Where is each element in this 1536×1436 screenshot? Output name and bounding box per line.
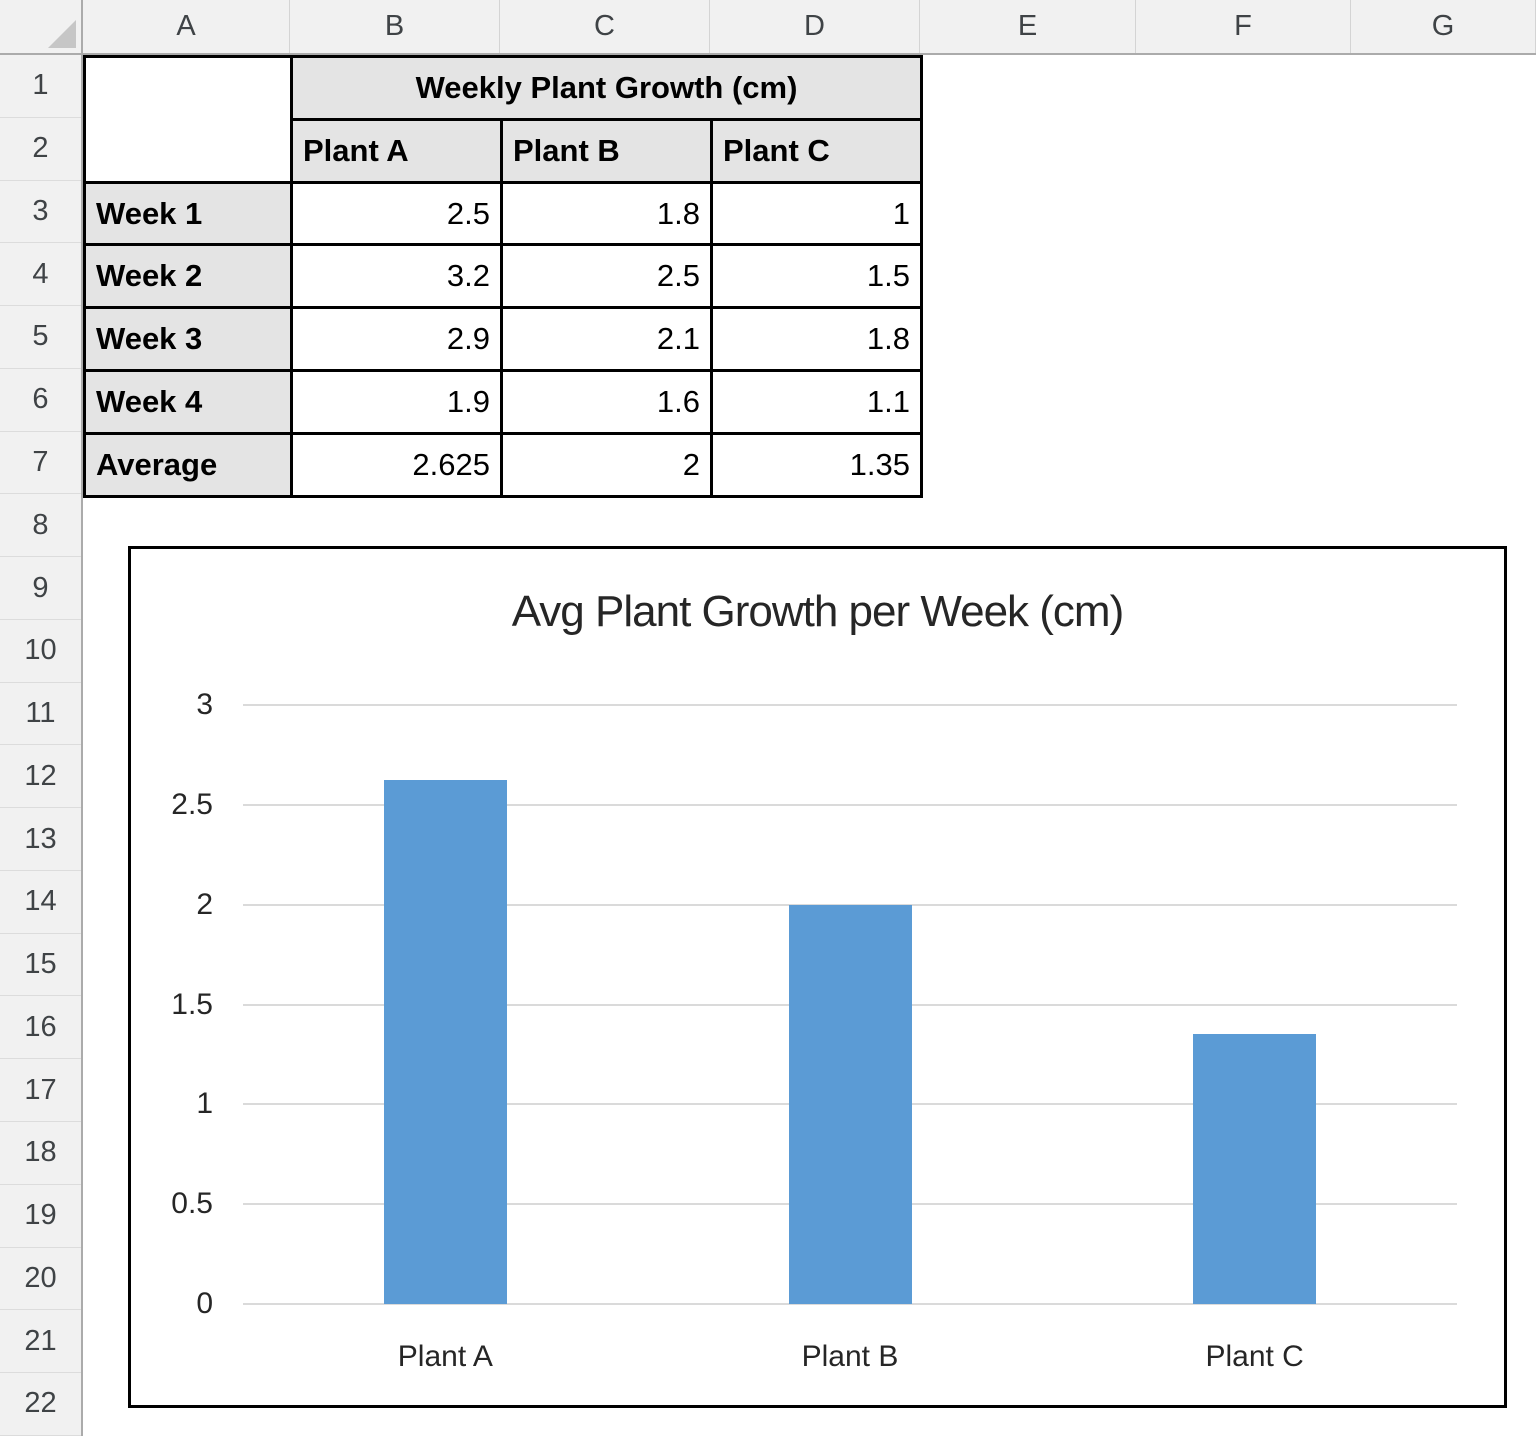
value-cell[interactable]: 2.5 [293, 184, 503, 246]
bar-chart[interactable]: Avg Plant Growth per Week (cm) 0 0.5 1 1.5 2… [128, 546, 1507, 1408]
y-axis-tick-label: 0 [196, 1287, 213, 1320]
value-cell[interactable]: 1.6 [503, 372, 713, 435]
row-header-20[interactable]: 20 [0, 1248, 81, 1311]
row-header-9[interactable]: 9 [0, 557, 81, 620]
column-header-B[interactable]: B [290, 0, 500, 53]
row-header-18[interactable]: 18 [0, 1122, 81, 1185]
value-cell[interactable]: 1.5 [713, 246, 923, 309]
column-header-E[interactable]: E [920, 0, 1136, 53]
row-header-1[interactable]: 1 [0, 55, 81, 118]
chart-gridline [243, 1303, 1457, 1305]
value-cell[interactable]: 1.9 [293, 372, 503, 435]
empty-corner-cell[interactable] [86, 58, 293, 184]
row-label-cell[interactable]: Week 3 [86, 309, 293, 372]
row-header-5[interactable]: 5 [0, 306, 81, 369]
x-axis-category-label: Plant B [801, 1340, 899, 1373]
row-header-16[interactable]: 16 [0, 996, 81, 1060]
row-header-12[interactable]: 12 [0, 745, 81, 809]
chart-title[interactable]: Avg Plant Growth per Week (cm) [511, 587, 1124, 636]
chart-gridline [243, 704, 1457, 706]
row-header-3[interactable]: 3 [0, 181, 81, 244]
chart-bar-plant-c[interactable] [1193, 1034, 1317, 1304]
value-cell[interactable]: 2.9 [293, 309, 503, 372]
row-header-6[interactable]: 6 [0, 369, 81, 432]
row-header-13[interactable]: 13 [0, 808, 81, 871]
row-label-cell[interactable]: Week 1 [86, 184, 293, 246]
x-axis-category-label: Plant A [397, 1340, 493, 1373]
x-axis-category-label: Plant C [1205, 1340, 1304, 1373]
row-header-22[interactable]: 22 [0, 1373, 81, 1436]
value-cell[interactable]: 2.625 [293, 435, 503, 498]
row-header-19[interactable]: 19 [0, 1185, 81, 1248]
value-cell[interactable]: 1.35 [713, 435, 923, 498]
column-header-C[interactable]: C [500, 0, 710, 53]
select-all-corner[interactable] [0, 0, 83, 55]
column-header-D[interactable]: D [710, 0, 920, 53]
y-axis-tick-label: 2.5 [171, 787, 213, 821]
row-header-7[interactable]: 7 [0, 432, 81, 495]
y-axis-tick-label: 2 [196, 887, 213, 921]
y-axis-tick-label: 0.5 [171, 1187, 213, 1221]
weekly-growth-table: Weekly Plant Growth (cm) Plant A Plant B… [83, 55, 923, 498]
y-axis-tick-label: 1 [196, 1087, 213, 1121]
value-cell[interactable]: 1 [713, 184, 923, 246]
row-header-4[interactable]: 4 [0, 243, 81, 307]
chart-bar-plant-a[interactable] [383, 779, 507, 1304]
chart-gridline [243, 803, 1457, 806]
row-header-15[interactable]: 15 [0, 934, 81, 997]
row-label-cell[interactable]: Week 4 [86, 372, 293, 435]
row-header-17[interactable]: 17 [0, 1059, 81, 1123]
row-label-cell[interactable]: Week 2 [86, 246, 293, 309]
select-all-triangle-icon [48, 20, 76, 48]
row-header-gutter: 1 2 3 4 5 6 7 8 9 10 11 12 13 14 15 16 17 18 19 20 21 22 [0, 55, 83, 1436]
row-header-21[interactable]: 21 [0, 1310, 81, 1374]
plant-a-header-cell[interactable]: Plant A [293, 121, 503, 184]
row-header-8[interactable]: 8 [0, 494, 81, 558]
value-cell[interactable]: 2 [503, 435, 713, 498]
value-cell[interactable]: 3.2 [293, 246, 503, 309]
row-label-cell[interactable]: Average [86, 435, 293, 498]
chart-bar-plant-b[interactable] [788, 904, 912, 1304]
column-header-G[interactable]: G [1351, 0, 1536, 53]
plant-c-header-cell[interactable]: Plant C [713, 121, 923, 184]
value-cell[interactable]: 2.5 [503, 246, 713, 309]
column-header-A[interactable]: A [83, 0, 290, 53]
value-cell[interactable]: 1.8 [713, 309, 923, 372]
y-axis-tick-label: 1.5 [171, 987, 213, 1021]
row-header-10[interactable]: 10 [0, 620, 81, 683]
row-header-11[interactable]: 11 [0, 683, 81, 746]
value-cell[interactable]: 2.1 [503, 309, 713, 372]
column-header-F[interactable]: F [1136, 0, 1351, 53]
table-title-cell[interactable]: Weekly Plant Growth (cm) [293, 58, 923, 121]
value-cell[interactable]: 1.1 [713, 372, 923, 435]
row-header-14[interactable]: 14 [0, 871, 81, 934]
y-axis-tick-label: 3 [196, 688, 213, 721]
plant-b-header-cell[interactable]: Plant B [503, 121, 713, 184]
row-header-2[interactable]: 2 [0, 118, 81, 181]
value-cell[interactable]: 1.8 [503, 184, 713, 246]
